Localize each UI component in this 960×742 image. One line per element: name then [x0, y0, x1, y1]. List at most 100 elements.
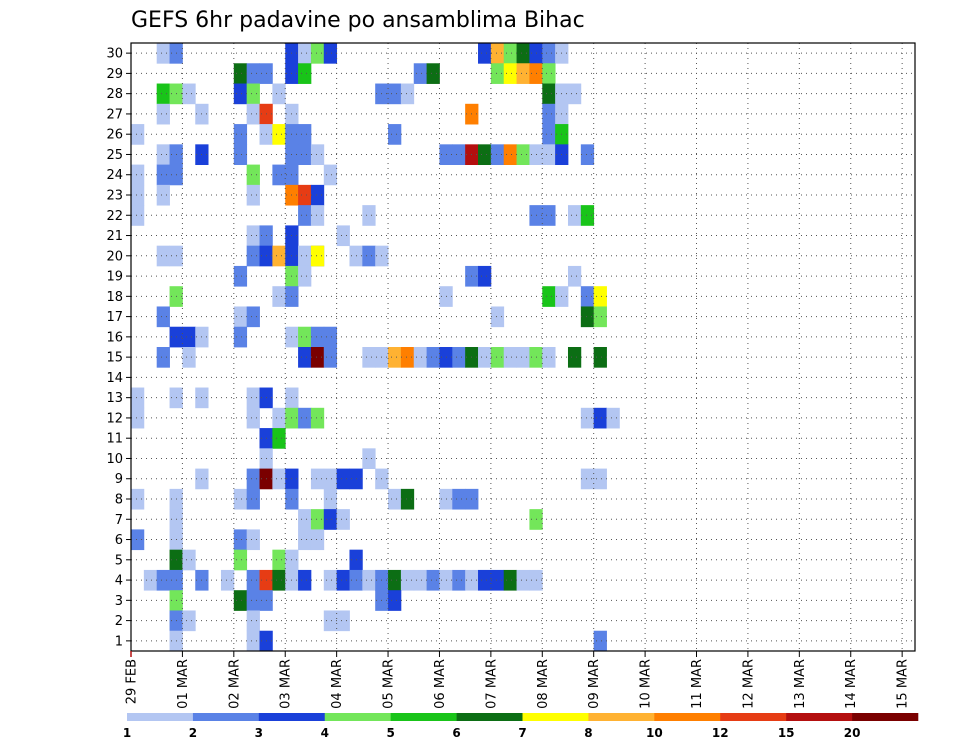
colorbar-swatch [588, 713, 655, 721]
y-tick-label: 7 [115, 513, 123, 528]
colorbar-swatch [192, 713, 260, 721]
heatmap-cell [388, 488, 402, 510]
heatmap-cell [298, 184, 312, 206]
heatmap-cell [336, 569, 350, 591]
heatmap-cell [272, 549, 286, 571]
heatmap-cell [156, 103, 170, 125]
heatmap-cell [233, 63, 248, 84]
heatmap-cell [567, 265, 582, 287]
heatmap-cell [272, 407, 286, 429]
heatmap-cell [233, 265, 248, 287]
y-tick-label: 30 [106, 47, 123, 62]
y-tick-label: 9 [115, 472, 123, 487]
heatmap-cell [246, 610, 260, 632]
y-tick-label: 21 [106, 229, 123, 244]
heatmap-cell [516, 569, 530, 591]
heatmap-cell [323, 488, 338, 510]
y-tick-label: 15 [106, 351, 123, 366]
heatmap-cell [516, 43, 530, 64]
heatmap-cell [542, 144, 556, 165]
heatmap-cell [298, 245, 312, 267]
heatmap-cell [516, 63, 530, 84]
x-tick-label: 04 MAR [330, 659, 345, 709]
colorbar-label: 5 [386, 726, 394, 740]
heatmap-cell [388, 83, 402, 105]
heatmap-cell [503, 144, 517, 165]
heatmap-cell [310, 43, 325, 64]
heatmap-cell [298, 144, 312, 165]
colorbar: 1 2 3 4 5 6 7 8 10 12 15 20 [123, 713, 919, 740]
heatmap-cell [272, 428, 286, 449]
heatmap-cell [246, 387, 260, 409]
y-tick-label: 26 [106, 128, 123, 143]
y-tick-label: 27 [106, 107, 123, 122]
heatmap-cell [580, 205, 595, 226]
y-axis: 1234567891011121314151617181920212223242… [106, 47, 131, 649]
heatmap-cell [478, 569, 492, 591]
heatmap-cell [272, 468, 286, 490]
heatmap-cell [362, 205, 376, 226]
heatmap-cell [246, 103, 260, 125]
heatmap-cell [182, 83, 196, 105]
heatmap-cell [131, 184, 145, 206]
x-tick-label: 15 MAR [896, 659, 911, 709]
heatmap-cell [246, 630, 260, 652]
heatmap-cell [233, 590, 248, 611]
y-tick-label: 13 [106, 391, 123, 406]
x-tick-label: 03 MAR [279, 659, 294, 709]
heatmap-cell [400, 347, 415, 368]
heatmap-cell [516, 144, 530, 165]
x-tick-label: 02 MAR [227, 659, 242, 709]
heatmap-cell [593, 286, 607, 307]
heatmap-cell [246, 529, 260, 551]
heatmap-cell [298, 205, 312, 226]
heatmap-cell [567, 205, 582, 226]
heatmap-cell [490, 347, 505, 368]
x-tick-label: 10 MAR [639, 659, 654, 709]
heatmap-cell [246, 164, 260, 186]
heatmap-cell [298, 407, 312, 429]
heatmap-cell [323, 43, 338, 64]
heatmap-cell [478, 347, 492, 368]
heatmap-cell [490, 569, 505, 591]
heatmap-cell [298, 347, 312, 368]
colorbar-label: 6 [452, 726, 460, 740]
heatmap-cell [156, 164, 170, 186]
heatmap-cell [272, 569, 286, 591]
heatmap-cell [182, 326, 196, 348]
heatmap-cell [272, 164, 286, 186]
heatmap-cell [298, 509, 312, 530]
heatmap-cell [452, 488, 466, 510]
heatmap-cell [246, 488, 260, 510]
heatmap-cell [310, 347, 325, 368]
y-tick-label: 18 [106, 290, 123, 305]
heatmap-cell [220, 569, 235, 591]
heatmap-cell [388, 347, 402, 368]
heatmap-cell [310, 144, 325, 165]
heatmap-cell [272, 83, 286, 105]
heatmap-cell [246, 590, 260, 611]
heatmap-cell [478, 144, 492, 165]
colorbar-label: 3 [255, 726, 263, 740]
colorbar-swatch [654, 713, 721, 721]
heatmap-cell [336, 509, 350, 530]
heatmap-cell [156, 569, 170, 591]
heatmap-cell [298, 63, 312, 84]
x-tick-label: 07 MAR [484, 659, 499, 709]
heatmap-cell [542, 124, 556, 145]
heatmap-cell [323, 468, 338, 490]
heatmap-cell [131, 387, 145, 409]
heatmap-cell [182, 347, 196, 368]
x-tick-label: 29 FEB [125, 659, 140, 704]
heatmap-cell [388, 124, 402, 145]
y-tick-label: 6 [115, 533, 123, 548]
colorbar-swatch [456, 713, 523, 721]
heatmap-cell [336, 468, 350, 490]
heatmap-cell [542, 103, 556, 125]
heatmap-cell [503, 569, 517, 591]
heatmap-cell [452, 569, 466, 591]
heatmap-cell [542, 347, 556, 368]
heatmap-cell [246, 468, 260, 490]
heatmap-cell [233, 488, 248, 510]
